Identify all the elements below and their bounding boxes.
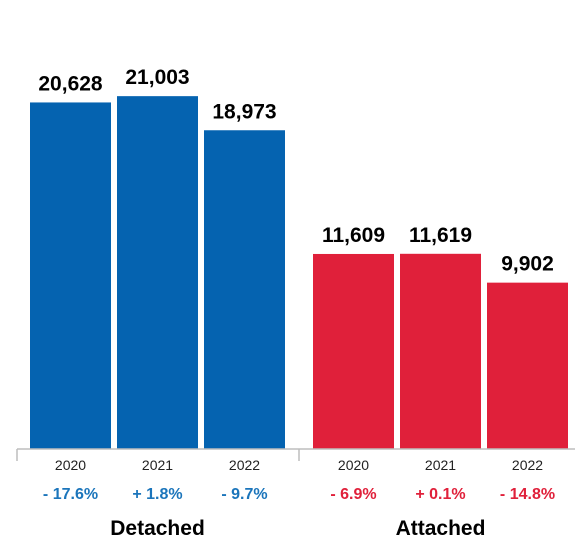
bar-attached-2022 — [487, 282, 568, 449]
value-label-detached-2022: 18,973 — [212, 100, 276, 123]
value-label-detached-2021: 21,003 — [125, 66, 189, 89]
value-label-attached-2022: 9,902 — [501, 253, 554, 276]
bar-detached-2020 — [30, 102, 111, 450]
value-label-attached-2020: 11,609 — [322, 224, 385, 247]
value-label-attached-2021: 11,619 — [409, 224, 472, 247]
group-label-detached: Detached — [110, 517, 205, 540]
change-label-detached-2020: - 17.6% — [43, 486, 98, 503]
year-label-attached-2020: 2020 — [338, 457, 369, 473]
change-label-detached-2022: - 9.7% — [221, 486, 267, 503]
change-label-detached-2021: + 1.8% — [132, 486, 182, 503]
value-label-detached-2020: 20,628 — [38, 72, 103, 95]
year-label-detached-2020: 2020 — [55, 457, 86, 473]
year-label-detached-2022: 2022 — [229, 457, 260, 473]
group-label-attached: Attached — [396, 517, 486, 540]
year-label-attached-2021: 2021 — [425, 457, 456, 473]
bar-detached-2022 — [204, 130, 285, 449]
change-label-attached-2021: + 0.1% — [415, 486, 465, 503]
change-label-attached-2022: - 14.8% — [500, 486, 555, 503]
year-label-attached-2022: 2022 — [512, 457, 543, 473]
change-label-attached-2020: - 6.9% — [330, 486, 376, 503]
bar-attached-2021 — [400, 253, 481, 449]
bar-detached-2021 — [117, 96, 198, 449]
bar-attached-2020 — [313, 253, 394, 449]
year-label-detached-2021: 2021 — [142, 457, 173, 473]
